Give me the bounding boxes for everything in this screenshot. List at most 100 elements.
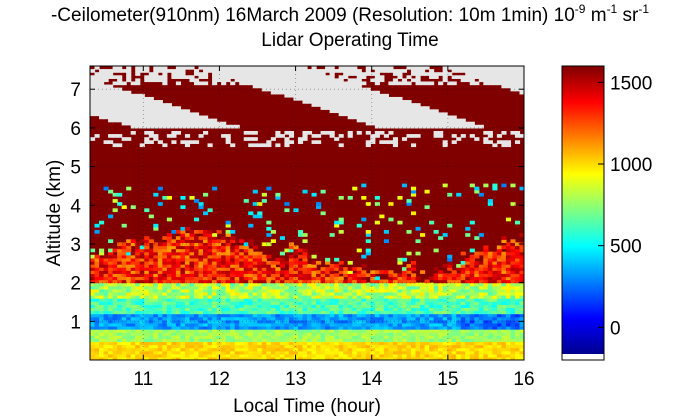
- heatmap-cell: [433, 325, 439, 330]
- heatmap-cell: [329, 316, 335, 321]
- heatmap-cell: [415, 319, 421, 324]
- heatmap-cell: [270, 356, 276, 360]
- heatmap-cell: [447, 344, 453, 349]
- heatmap-cell: [157, 103, 163, 107]
- heatmap-cell: [334, 285, 340, 290]
- heatmap-cell: [157, 276, 163, 281]
- heatmap-cell: [374, 332, 380, 336]
- heatmap-cell: [329, 100, 335, 104]
- heatmap-cell: [510, 319, 516, 324]
- heatmap-cell: [392, 109, 399, 114]
- heatmap-cell: [401, 276, 408, 281]
- heatmap-cell: [130, 325, 136, 330]
- heatmap-cell: [334, 353, 340, 358]
- heatmap-cell: [361, 118, 367, 123]
- heatmap-cell: [266, 140, 272, 144]
- heatmap-cell: [361, 356, 367, 360]
- heatmap-cell: [279, 84, 285, 89]
- heatmap-cell: [465, 332, 471, 336]
- heatmap-cell: [302, 285, 308, 290]
- heatmap-cell: [320, 189, 326, 194]
- heatmap-cell: [370, 90, 376, 95]
- heatmap-cell: [216, 285, 222, 290]
- heatmap-cell: [112, 282, 118, 287]
- heatmap-cell: [410, 189, 417, 194]
- heatmap-cell: [288, 353, 295, 358]
- heatmap-cell: [338, 260, 344, 265]
- heatmap-cell: [126, 356, 132, 360]
- heatmap-cell: [270, 267, 276, 271]
- heatmap-cell: [347, 304, 353, 308]
- heatmap-cell: [329, 93, 335, 98]
- heatmap-cell: [198, 350, 204, 355]
- heatmap-cell: [153, 226, 159, 231]
- heatmap-cell: [144, 270, 150, 274]
- heatmap-cell: [193, 350, 200, 355]
- heatmap-cell: [316, 295, 322, 299]
- heatmap-cell: [171, 245, 177, 250]
- heatmap-cell: [429, 356, 435, 360]
- heatmap-cell: [180, 285, 186, 290]
- heatmap-cell: [374, 347, 380, 352]
- heatmap-cell: [171, 124, 177, 129]
- heatmap-cell: [420, 329, 426, 333]
- heatmap-cell: [144, 267, 150, 271]
- heatmap-cell: [193, 254, 200, 259]
- heatmap-cell: [492, 335, 498, 339]
- heatmap-cell: [230, 143, 236, 148]
- heatmap-cell: [175, 347, 182, 352]
- heatmap-cell: [361, 329, 367, 333]
- heatmap-cell: [221, 316, 227, 321]
- heatmap-cell: [203, 329, 209, 333]
- heatmap-cell: [505, 81, 512, 86]
- heatmap-cell: [311, 338, 317, 343]
- heatmap-cell: [243, 270, 249, 274]
- heatmap-cell: [166, 124, 172, 129]
- heatmap-cell: [275, 195, 281, 200]
- heatmap-cell: [401, 338, 408, 343]
- heatmap-cell: [297, 325, 304, 330]
- heatmap-cell: [374, 93, 380, 98]
- heatmap-cell: [284, 316, 290, 321]
- heatmap-cell: [279, 313, 285, 318]
- heatmap-cell: [361, 332, 367, 336]
- heatmap-cell: [487, 347, 493, 352]
- heatmap-cell: [483, 322, 489, 327]
- heatmap-cell: [234, 319, 240, 324]
- heatmap-cell: [144, 242, 150, 247]
- heatmap-cell: [388, 350, 394, 355]
- heatmap-cell: [438, 313, 444, 318]
- heatmap-cell: [90, 75, 96, 79]
- heatmap-cell: [144, 291, 150, 296]
- heatmap-cell: [108, 341, 114, 346]
- heatmap-cell: [334, 279, 340, 284]
- heatmap-cell: [338, 332, 344, 336]
- heatmap-cell: [243, 130, 249, 135]
- heatmap-cell: [112, 291, 118, 296]
- heatmap-cell: [365, 338, 371, 343]
- heatmap-cell: [261, 338, 267, 343]
- heatmap-cell: [166, 316, 172, 321]
- heatmap-cell: [510, 273, 516, 278]
- heatmap-cell: [496, 304, 502, 308]
- heatmap-cell: [347, 341, 353, 346]
- heatmap-cell: [433, 341, 439, 346]
- heatmap-cell: [184, 226, 191, 231]
- heatmap-cell: [121, 304, 127, 308]
- heatmap-cell: [392, 276, 399, 281]
- heatmap-cell: [311, 81, 317, 86]
- heatmap-cell: [487, 81, 493, 86]
- heatmap-cell: [365, 100, 371, 104]
- heatmap-cell: [266, 341, 272, 346]
- heatmap-cell: [478, 353, 484, 358]
- heatmap-cell: [234, 329, 240, 333]
- heatmap-cell: [135, 310, 141, 315]
- heatmap-cell: [108, 112, 114, 117]
- heatmap-cell: [239, 313, 245, 318]
- heatmap-cell: [230, 264, 236, 268]
- heatmap-cell: [230, 322, 236, 327]
- heatmap-cell: [297, 298, 304, 302]
- heatmap-cell: [139, 248, 145, 253]
- heatmap-cell: [397, 307, 403, 312]
- heatmap-cell: [225, 350, 231, 355]
